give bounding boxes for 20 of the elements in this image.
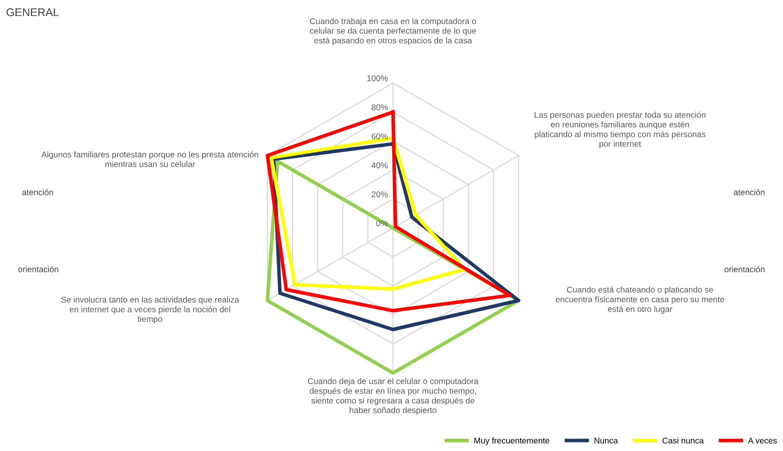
- spoke-label: Se involucra tanto en las actividades que realiza en internet que a veces pierde la noción del tiempo: [61, 296, 240, 324]
- text: atención: [734, 189, 764, 196]
- y-tick-label: 40%: [372, 162, 388, 168]
- spoke-label: Cuando está chateando o platicando se encuentra físicamente en casa pero su mente está en otro lugar: [556, 286, 724, 314]
- legend-label: Casi nunca: [662, 437, 704, 444]
- legend-label: A veces: [748, 438, 777, 444]
- legend-label: Muy frecuentemente: [474, 437, 550, 446]
- y-tick-label: 20%: [372, 191, 388, 198]
- text: orientación: [724, 266, 764, 272]
- spoke-label: Cuando deja de usar el celular o computadora después de estar en línea por mucho tiempo, siente como si regresara a casa después de haber soñado despierto: [308, 378, 478, 415]
- y-tick-label: 80%: [372, 104, 388, 110]
- text: orientación: [18, 266, 58, 272]
- text: atención: [22, 189, 53, 196]
- spoke-label: Las personas pueden prestar toda su atención en reuniones familiares aunque estén platicando al mismo tiempo con más personas por internet: [534, 112, 706, 148]
- spoke-label: Cuando trabaja en casa en la computadora o celular se da cuenta perfectamente de lo que está pasando en otros espacios de la casa: [310, 18, 476, 46]
- spoke-label: Algunos familiares protestan porque no les presta atención mientras usan su celular: [41, 151, 258, 168]
- y-tick-label: 60%: [372, 133, 388, 140]
- y-tick-label: 100%: [367, 75, 388, 82]
- chart-title: GENERAL: [6, 8, 59, 16]
- legend-label: Nunca: [594, 438, 618, 444]
